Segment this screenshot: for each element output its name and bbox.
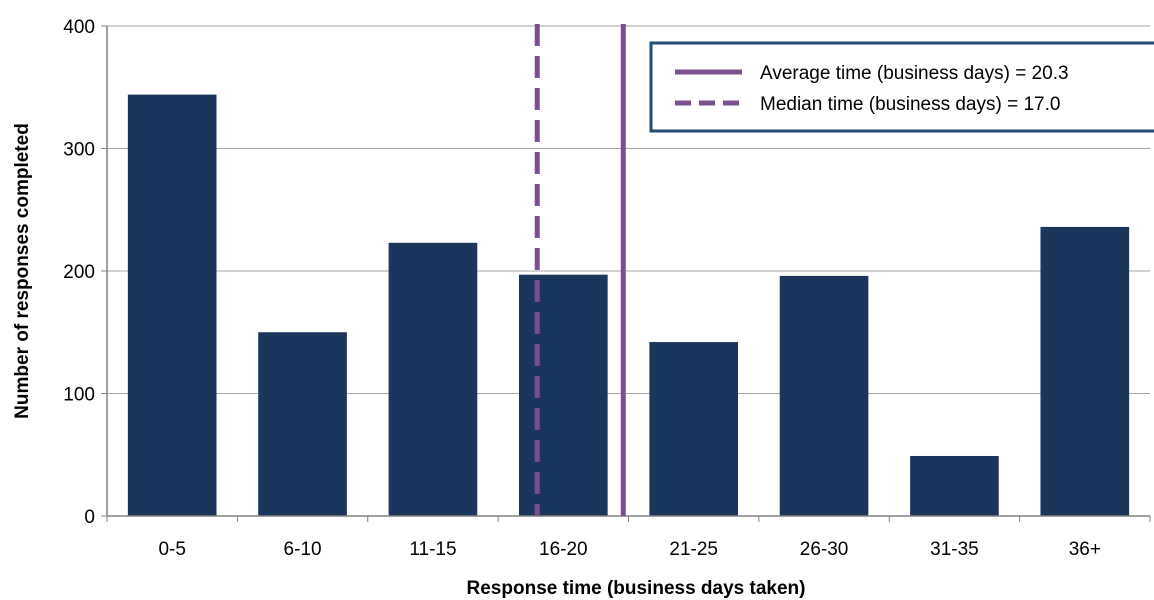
y-tick-label: 0: [84, 507, 95, 528]
x-tick-label-21-25: 21-25: [669, 539, 718, 560]
y-tick-label: 200: [63, 262, 95, 283]
bar-31-35: [910, 455, 999, 516]
x-tick-label-26-30: 26-30: [800, 539, 849, 560]
legend-average-label: Average time (business days) = 20.3: [760, 63, 1069, 84]
y-tick-label: 300: [63, 140, 95, 161]
bar-11-15: [388, 242, 478, 516]
bars: [127, 94, 1130, 516]
x-axis-title: Response time (business days taken): [467, 578, 806, 599]
bar-36+: [1040, 226, 1130, 516]
bar-16-20: [518, 274, 608, 516]
bar-0-5: [127, 94, 217, 516]
y-tick-label: 400: [63, 17, 95, 38]
reference-lines: [534, 24, 626, 516]
bar-21-25: [649, 342, 739, 516]
x-tick-label-36+: 36+: [1069, 539, 1101, 560]
legend: Average time (business days) = 20.3 Medi…: [649, 41, 1154, 133]
y-tick-label: 100: [63, 385, 95, 406]
bar-26-30: [779, 275, 869, 516]
gridlines: [107, 25, 1150, 394]
x-tick-label-0-5: 0-5: [158, 539, 185, 560]
x-tick-label-31-35: 31-35: [930, 539, 979, 560]
legend-median-label: Median time (business days) = 17.0: [760, 94, 1060, 115]
y-axis-title: Number of responses completed: [12, 123, 33, 419]
x-tick-label-11-15: 11-15: [409, 539, 456, 560]
axes: 0 100 200 300 400 0-5 6-10 11-15 16-20 21-25 26-30…: [63, 17, 1151, 560]
bar-6-10: [258, 332, 347, 516]
x-tick-label-16-20: 16-20: [539, 539, 588, 560]
x-tick-label-6-10: 6-10: [284, 539, 322, 560]
legend-box: [649, 41, 1154, 133]
